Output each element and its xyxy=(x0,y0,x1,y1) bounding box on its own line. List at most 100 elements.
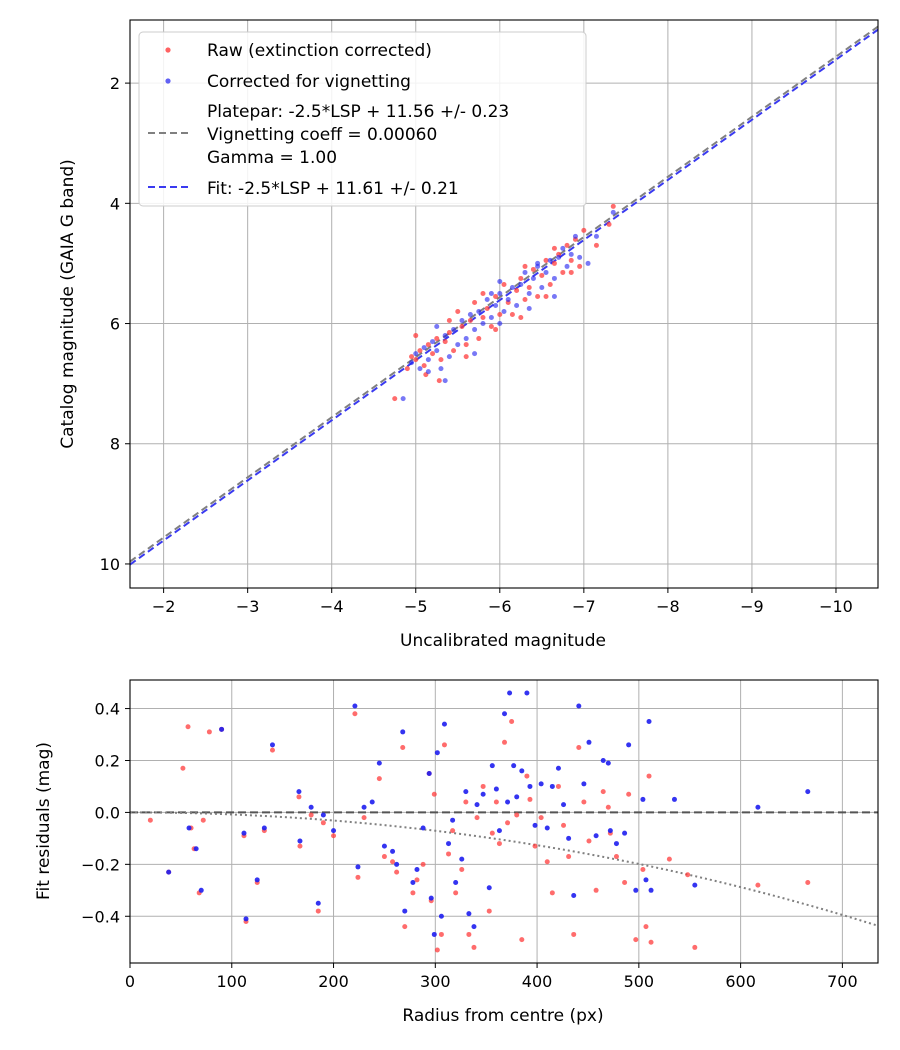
bottom-corrected-point xyxy=(648,887,654,893)
bottom-raw-point xyxy=(600,789,606,795)
top-raw-point xyxy=(480,315,486,321)
top-raw-point xyxy=(514,287,520,293)
bottom-corrected-point xyxy=(315,900,321,906)
top-x-tick-label: −5 xyxy=(404,597,428,616)
bottom-corrected-point xyxy=(586,739,592,745)
bottom-corrected-point xyxy=(296,789,302,795)
top-x-tick-label: −2 xyxy=(152,597,176,616)
top-raw-point xyxy=(551,245,557,251)
legend-raw-marker xyxy=(165,47,171,53)
bottom-corrected-point xyxy=(646,719,652,725)
top-corrected-point xyxy=(610,209,616,215)
top-corrected-point xyxy=(539,284,545,290)
top-raw-point xyxy=(564,242,570,248)
bottom-corrected-point xyxy=(241,830,247,836)
top-raw-point xyxy=(606,221,612,227)
top-x-axis-label: Uncalibrated magnitude xyxy=(400,631,606,651)
top-corrected-point xyxy=(488,290,494,296)
top-raw-point xyxy=(610,203,616,209)
bottom-axes-frame xyxy=(129,679,879,964)
bottom-raw-point xyxy=(453,890,459,896)
top-corrected-point xyxy=(518,281,524,287)
bottom-raw-point xyxy=(147,817,153,823)
top-raw-point xyxy=(581,227,587,233)
top-raw-point xyxy=(518,275,524,281)
bottom-raw-point xyxy=(561,822,567,828)
top-corrected-point xyxy=(593,233,599,239)
top-corrected-point xyxy=(484,296,490,302)
bottom-corrected-point xyxy=(219,726,225,732)
top-raw-point xyxy=(409,354,415,360)
top-x-tick-label: −6 xyxy=(488,597,512,616)
bottom-x-tick-label: 700 xyxy=(827,972,858,991)
bottom-corrected-point xyxy=(254,877,260,883)
top-raw-point xyxy=(526,284,532,290)
top-corrected-point xyxy=(421,345,427,351)
bottom-residuals-panel: 0 100 200 300 400 500 600 700 0.4 0.2 0.0 −0.2 −0.4… xyxy=(34,679,879,1026)
bottom-raw-point xyxy=(519,937,525,943)
bottom-corrected-point xyxy=(519,768,525,774)
top-corrected-point xyxy=(514,303,520,309)
bottom-raw-point xyxy=(538,815,544,821)
bottom-corrected-point xyxy=(561,802,567,808)
bottom-corrected-point xyxy=(431,931,437,937)
top-corrected-point xyxy=(455,342,461,348)
top-raw-point xyxy=(535,293,541,299)
bottom-corrected-point xyxy=(607,828,613,834)
bottom-corrected-point xyxy=(496,828,502,834)
top-corrected-point xyxy=(467,312,473,318)
bottom-raw-point xyxy=(566,854,572,860)
top-raw-point xyxy=(493,293,499,299)
top-raw-point xyxy=(413,333,419,339)
top-y-tick-label: 6 xyxy=(110,315,120,334)
legend-corrected-label: Corrected for vignetting xyxy=(207,72,411,92)
top-raw-point xyxy=(421,363,427,369)
bottom-raw-point xyxy=(394,869,400,875)
bottom-raw-point xyxy=(296,794,302,800)
top-raw-point xyxy=(459,324,465,330)
bottom-raw-point xyxy=(613,854,619,860)
bottom-corrected-point xyxy=(486,885,492,891)
top-raw-point xyxy=(522,263,528,269)
bottom-corrected-point xyxy=(532,822,538,828)
top-corrected-point xyxy=(488,315,494,321)
bottom-raw-point xyxy=(633,937,639,943)
top-raw-point xyxy=(417,348,423,354)
legend-corrected-marker xyxy=(165,78,171,84)
top-x-tick-label: −7 xyxy=(572,597,596,616)
bottom-raw-point xyxy=(685,872,691,878)
bottom-corrected-point xyxy=(555,765,561,771)
legend-fit-label: Fit: -2.5*LSP + 11.61 +/- 0.21 xyxy=(207,179,459,199)
bottom-corrected-point xyxy=(400,729,406,735)
bottom-raw-point xyxy=(459,867,465,873)
top-corrected-point xyxy=(522,269,528,275)
bottom-raw-point xyxy=(486,908,492,914)
top-raw-point xyxy=(467,318,473,324)
top-corrected-point xyxy=(425,369,431,375)
bottom-corrected-point xyxy=(261,825,267,831)
bottom-x-tick-label: 100 xyxy=(216,972,247,991)
bottom-corrected-point xyxy=(566,835,572,841)
bottom-raw-point xyxy=(646,773,652,779)
top-y-tick-label: 10 xyxy=(100,555,120,574)
bottom-raw-point xyxy=(400,745,406,751)
bottom-raw-point xyxy=(581,799,587,805)
bottom-x-tick-label: 0 xyxy=(125,972,135,991)
bottom-raw-point xyxy=(352,711,358,717)
bottom-corrected-point xyxy=(193,846,199,852)
top-corrected-point xyxy=(463,336,469,342)
bottom-raw-point xyxy=(532,843,538,849)
bottom-y-axis-label: Fit residuals (mag) xyxy=(34,742,54,900)
bottom-raw-point xyxy=(555,783,561,789)
bottom-corrected-point xyxy=(198,887,204,893)
bottom-x-tick-label: 300 xyxy=(420,972,451,991)
bottom-x-axis-label: Radius from centre (px) xyxy=(402,1006,603,1026)
bottom-corrected-point xyxy=(297,838,303,844)
bottom-corrected-point xyxy=(186,825,192,831)
bottom-corrected-point xyxy=(308,804,314,810)
top-raw-point xyxy=(568,269,574,275)
top-scatter-panel: −2 −3 −4 −5 −6 −7 −8 −9 −10 2 4 6 8 10 Uncalibrated … xyxy=(58,19,879,651)
bottom-y-tick-label: 0.2 xyxy=(95,751,120,770)
top-corrected-point xyxy=(526,290,532,296)
top-raw-point xyxy=(539,272,545,278)
